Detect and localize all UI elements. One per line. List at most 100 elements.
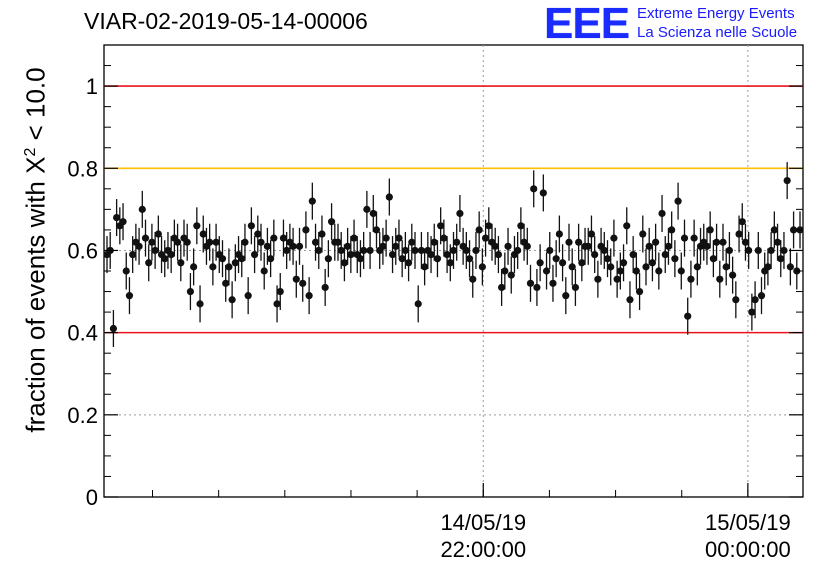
data-point [491,242,499,250]
data-point [437,222,445,230]
y-tick-label: 0.8 [67,156,98,181]
chart-title: VIAR-02-2019-05-14-00006 [84,8,368,34]
data-point [680,234,689,242]
data-point [190,263,198,271]
data-point [295,242,304,250]
data-point [607,263,615,271]
data-point [177,259,185,267]
data-point [687,275,695,283]
data-point [526,279,535,287]
data-point [639,230,647,238]
data-point [780,246,788,255]
data-point [247,222,255,230]
data-point [658,209,666,218]
data-point [610,234,618,242]
data-point [270,234,278,242]
data-point [684,312,692,320]
data-point [193,222,201,230]
data-point [453,238,461,246]
data-point [231,259,239,267]
data-point [183,238,191,246]
data-point [379,242,387,250]
data-point [671,255,679,263]
data-point [324,255,332,263]
data-point [568,263,576,271]
data-point [514,246,522,255]
data-point [385,193,393,201]
data-point [757,292,766,300]
data-point [382,234,390,242]
data-point [712,238,721,246]
data-point [446,259,454,267]
data-point [388,250,397,259]
data-point [340,259,349,267]
data-point [558,259,567,267]
y-tick-label: 0.6 [67,238,98,263]
data-point [283,246,291,255]
logo-line-2: La Scienza nelle Scuole [637,24,798,41]
data-point [616,267,624,275]
data-point [363,205,371,213]
data-point [344,242,352,250]
data-point [347,250,355,259]
data-point [578,259,586,267]
data-point [327,218,336,226]
data-point [748,308,756,316]
data-point [738,218,746,226]
data-point [427,250,435,259]
data-point [212,238,220,246]
data-point [642,263,650,271]
data-point [764,263,772,271]
data-point [777,255,785,263]
data-point [623,222,631,230]
data-point [411,246,419,255]
data-point [626,296,634,304]
data-point [279,234,288,242]
data-point [575,238,583,246]
data-point [494,250,503,259]
data-point [398,255,406,263]
data-point [600,246,608,255]
data-point [706,226,714,234]
data-point [469,275,477,283]
data-point [311,238,320,246]
data-point [276,287,284,296]
data-point [732,296,740,304]
data-point [430,238,438,246]
data-point [530,185,538,193]
data-point [751,296,759,304]
y-axis-label-symbol: X [20,156,51,174]
data-point [109,324,118,333]
y-tick-label: 0.4 [67,321,98,346]
data-point [722,263,730,271]
data-point [594,275,602,283]
data-point [122,267,130,275]
data-point [250,250,259,259]
data-point [360,246,368,255]
data-point [225,263,233,271]
data-point [655,267,663,275]
data-point [308,197,316,205]
data-point [173,238,182,246]
x-tick-time-label: 22:00:00 [440,537,526,562]
x-tick-date-label: 15/05/19 [705,510,791,535]
data-point [536,259,544,267]
data-point [629,250,637,259]
data-point [754,246,762,255]
data-point [565,238,573,246]
data-point [789,226,798,234]
data-point [648,259,657,267]
data-point [228,296,236,304]
data-point [703,242,711,250]
data-point [148,238,156,246]
data-point [539,189,547,197]
grid-lines [104,45,803,497]
data-point [244,292,252,300]
data-point [542,267,551,275]
data-point [465,255,474,263]
data-points [103,162,804,348]
data-point [661,250,669,259]
data-point [668,226,676,234]
data-point [549,279,557,287]
